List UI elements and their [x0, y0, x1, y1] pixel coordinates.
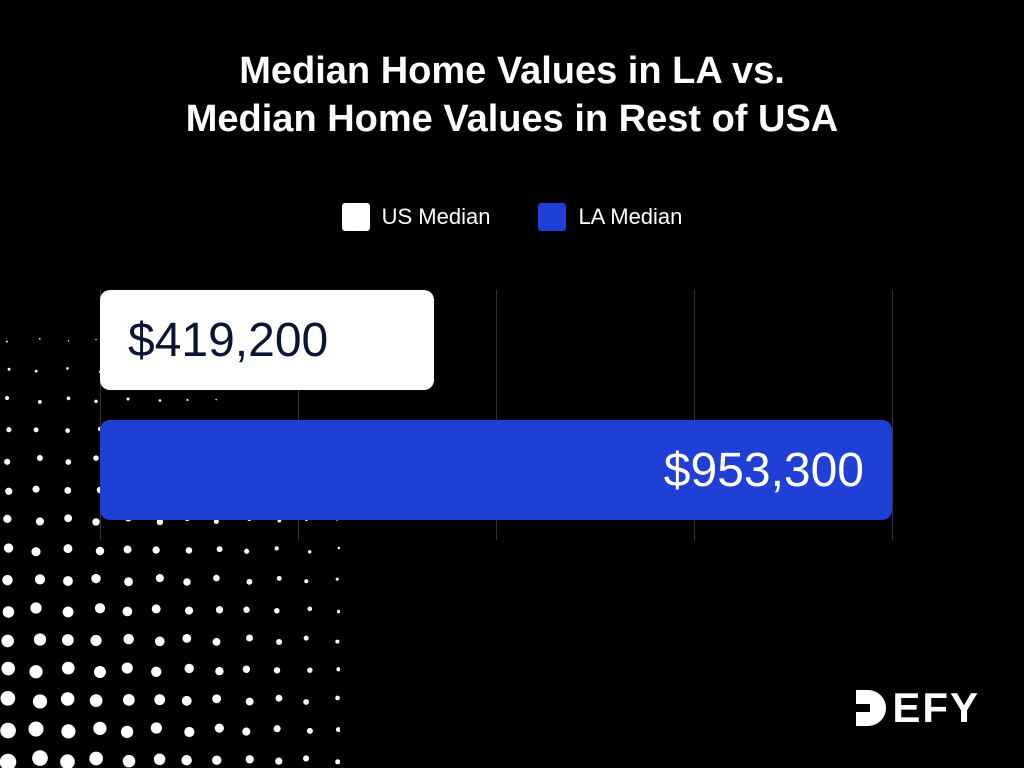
bar-label-la-median: $953,300: [664, 443, 892, 498]
legend-item-us: US Median: [342, 203, 491, 231]
title-line-2: Median Home Values in Rest of USA: [0, 96, 1024, 144]
legend: US Median LA Median: [0, 203, 1024, 231]
legend-swatch-us: [342, 203, 370, 231]
brand-text: EFY: [892, 684, 980, 732]
legend-swatch-la: [538, 203, 566, 231]
chart-area: $419,200 $953,300: [100, 290, 980, 540]
bar-label-us-median: $419,200: [100, 313, 328, 368]
bar-us-median: $419,200: [100, 290, 434, 390]
legend-label-la: LA Median: [578, 204, 682, 230]
legend-label-us: US Median: [382, 204, 491, 230]
legend-item-la: LA Median: [538, 203, 682, 231]
gridline: [892, 290, 893, 540]
chart-title: Median Home Values in LA vs. Median Home…: [0, 0, 1024, 143]
brand-logo: EFY: [856, 684, 980, 732]
title-line-1: Median Home Values in LA vs.: [0, 48, 1024, 96]
brand-d-icon: [856, 690, 886, 726]
bar-la-median: $953,300: [100, 420, 892, 520]
